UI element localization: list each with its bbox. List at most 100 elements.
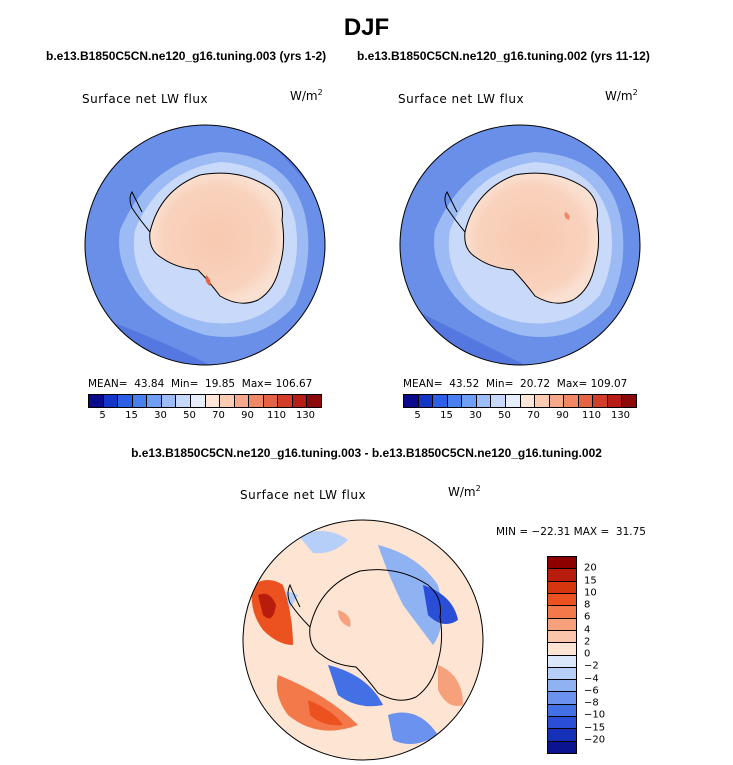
colorbar-tick-label: −2 xyxy=(584,660,599,672)
panel-1-title: b.e13.B1850C5CN.ne120_g16.tuning.003 (yr… xyxy=(46,49,327,63)
colorbar-swatch xyxy=(249,395,264,407)
colorbar-tick-label: 30 xyxy=(469,410,482,421)
colorbar-swatch xyxy=(205,395,221,407)
diff-red-patch-5 xyxy=(438,665,463,706)
colorbar-swatch xyxy=(548,618,576,631)
colorbar-swatch xyxy=(548,655,576,668)
colorbar-swatch xyxy=(263,395,279,407)
colorbar-swatch xyxy=(476,395,492,407)
diff-blue-patch-3 xyxy=(328,665,383,707)
colorbar-swatch xyxy=(132,395,148,407)
colorbar-tick-label: 0 xyxy=(584,648,591,660)
colorbar-swatch xyxy=(535,395,550,407)
colorbar-swatch xyxy=(220,395,235,407)
colorbar-tick-label: 70 xyxy=(212,410,225,421)
colorbar-swatch xyxy=(234,395,250,407)
panel-1-antarctica xyxy=(149,172,285,304)
colorbar-tick-label: 110 xyxy=(266,410,287,421)
colorbar-tick-label: 90 xyxy=(241,410,254,421)
diff-red-patch-3 xyxy=(276,675,358,731)
panel-2-units: W/m2 xyxy=(605,88,638,103)
colorbar-tick-label: 8 xyxy=(584,599,591,611)
colorbar-tick-label: −4 xyxy=(584,673,599,684)
colorbar-swatch xyxy=(433,395,448,407)
colorbar-swatch xyxy=(89,395,104,407)
colorbar-tick-label: 90 xyxy=(556,410,569,421)
colorbar-swatch xyxy=(548,606,576,619)
diff-red-patch-4 xyxy=(308,700,343,726)
colorbar-swatch xyxy=(549,395,565,407)
colorbar-tick-label: 50 xyxy=(183,410,196,421)
colorbar-swatch xyxy=(548,729,576,742)
colorbar-swatch xyxy=(505,395,521,407)
colorbar-swatch xyxy=(548,569,576,582)
colorbar-tick-label: 130 xyxy=(610,410,631,421)
panel-1-variable-label: Surface net LW flux xyxy=(82,92,209,106)
colorbar-tick-label: 2 xyxy=(584,636,591,648)
colorbar-swatch xyxy=(161,395,177,407)
panel-2-hotspot xyxy=(564,212,570,220)
panel-2-title: b.e13.B1850C5CN.ne120_g16.tuning.002 (yr… xyxy=(357,49,650,63)
colorbar-tick-label: 15 xyxy=(584,575,597,586)
colorbar-tick-label: −8 xyxy=(584,697,599,709)
diff-colorbar-ticks: 20 15 10 8 6 4 2 0 −2 −4 −6 −8 −10 −15 −20 xyxy=(584,556,624,752)
colorbar-swatch xyxy=(548,643,576,656)
colorbar-tick-label: 4 xyxy=(584,624,591,635)
colorbar-tick-label: −20 xyxy=(584,734,606,746)
diff-colorbar xyxy=(547,556,577,754)
colorbar-tick-label: 110 xyxy=(581,410,602,421)
colorbar-swatch xyxy=(118,395,133,407)
colorbar-tick-label: 50 xyxy=(498,410,511,421)
colorbar-tick-label: 15 xyxy=(440,410,453,421)
colorbar-swatch xyxy=(278,395,293,407)
panel-2-variable-label: Surface net LW flux xyxy=(398,92,525,106)
colorbar-swatch xyxy=(607,395,623,407)
panel-2-peninsula xyxy=(444,191,466,233)
panel-1-peninsula xyxy=(129,191,151,233)
colorbar-swatch xyxy=(548,557,576,570)
colorbar-swatch xyxy=(103,395,119,407)
diff-minmax: MIN = −22.31 MAX = 31.75 xyxy=(496,526,646,538)
colorbar-swatch xyxy=(548,630,576,644)
panel-2-colorbar-ticks: 5 15 30 50 70 90 110 130 xyxy=(403,410,635,424)
panel-2-stats: MEAN= 43.52 Min= 20.72 Max= 109.07 xyxy=(403,378,628,390)
colorbar-tick-label: −6 xyxy=(584,685,599,697)
diff-map xyxy=(242,519,484,761)
diff-blue-patch-1 xyxy=(378,545,442,645)
colorbar-swatch xyxy=(548,704,576,718)
panel-1-map xyxy=(84,124,326,366)
figure-title: DJF xyxy=(343,14,390,41)
colorbar-tick-label: 5 xyxy=(414,410,421,421)
colorbar-tick-label: 70 xyxy=(527,410,540,421)
colorbar-swatch xyxy=(564,395,579,407)
colorbar-swatch xyxy=(593,395,608,407)
colorbar-tick-label: 15 xyxy=(125,410,138,421)
panel-2-antarctica xyxy=(464,172,600,304)
diff-peninsula-outline xyxy=(287,583,311,628)
colorbar-swatch xyxy=(147,395,162,407)
colorbar-tick-label: 130 xyxy=(295,410,316,421)
diff-units: W/m2 xyxy=(448,484,481,499)
colorbar-tick-label: 5 xyxy=(99,410,106,421)
colorbar-swatch xyxy=(548,692,576,705)
diff-red-patch-6 xyxy=(338,610,351,627)
colorbar-swatch xyxy=(578,395,594,407)
colorbar-swatch xyxy=(307,395,321,407)
colorbar-swatch xyxy=(462,395,477,407)
panel-1-stats: MEAN= 43.84 Min= 19.85 Max= 106.67 xyxy=(88,378,313,390)
colorbar-swatch xyxy=(548,741,576,753)
colorbar-swatch xyxy=(548,680,576,693)
colorbar-swatch xyxy=(491,395,506,407)
diff-red-patch-2 xyxy=(258,593,276,619)
colorbar-swatch xyxy=(404,395,419,407)
diff-blue-patch-4 xyxy=(388,712,438,744)
colorbar-swatch xyxy=(292,395,308,407)
colorbar-swatch xyxy=(190,395,206,407)
colorbar-tick-label: 6 xyxy=(584,611,591,623)
diff-blue-patch-6 xyxy=(298,531,348,554)
colorbar-tick-label: 10 xyxy=(584,587,597,599)
colorbar-swatch xyxy=(520,395,536,407)
panel-1-units: W/m2 xyxy=(290,88,323,103)
diff-antarctica-outline xyxy=(309,569,443,701)
colorbar-swatch xyxy=(176,395,191,407)
